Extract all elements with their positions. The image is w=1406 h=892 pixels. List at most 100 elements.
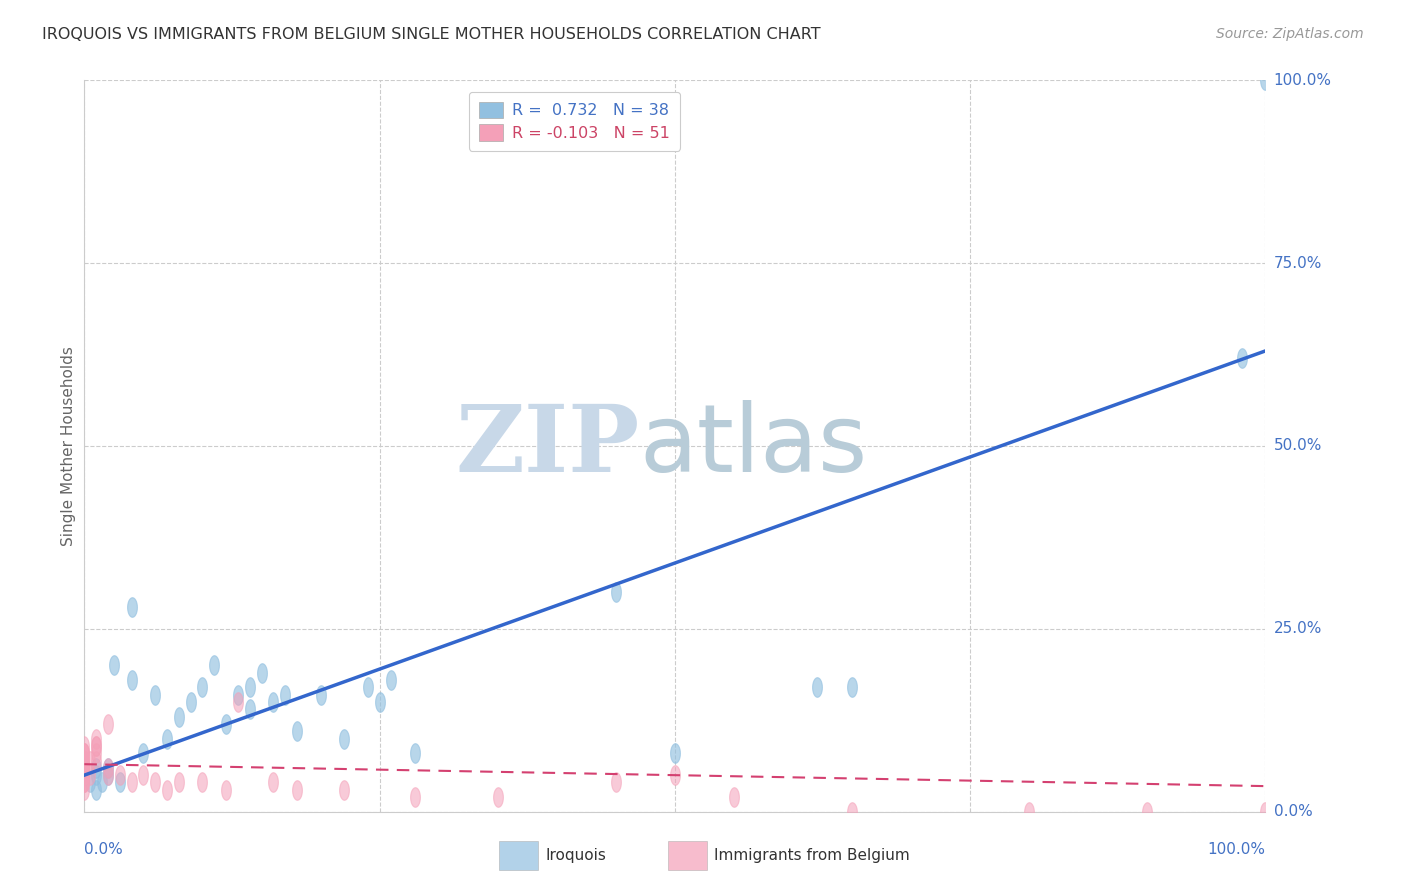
Point: [91, 775, 114, 789]
Point: [121, 775, 143, 789]
Point: [1230, 351, 1253, 366]
Point: [167, 709, 190, 723]
Point: [605, 585, 627, 599]
Point: [73, 761, 96, 775]
Point: [143, 775, 166, 789]
Text: 0.0%: 0.0%: [1274, 805, 1312, 819]
Text: 0.0%: 0.0%: [84, 842, 124, 857]
Point: [274, 688, 297, 702]
Text: IROQUOIS VS IMMIGRANTS FROM BELGIUM SINGLE MOTHER HOUSEHOLDS CORRELATION CHART: IROQUOIS VS IMMIGRANTS FROM BELGIUM SING…: [42, 27, 821, 42]
Point: [841, 681, 863, 695]
Point: [73, 754, 96, 768]
Point: [191, 775, 214, 789]
Point: [97, 768, 120, 782]
Point: [285, 724, 308, 739]
Point: [103, 658, 125, 673]
Point: [132, 746, 155, 760]
Point: [97, 768, 120, 782]
Text: 100.0%: 100.0%: [1208, 842, 1265, 857]
Point: [97, 761, 120, 775]
Y-axis label: Single Mother Households: Single Mother Households: [60, 346, 76, 546]
Point: [664, 768, 686, 782]
Point: [73, 761, 96, 775]
Point: [73, 775, 96, 789]
Point: [262, 775, 284, 789]
Text: 25.0%: 25.0%: [1274, 622, 1322, 636]
Point: [132, 768, 155, 782]
Point: [841, 805, 863, 819]
Point: [806, 681, 828, 695]
Point: [226, 695, 249, 709]
Point: [73, 739, 96, 753]
Text: Immigrants from Belgium: Immigrants from Belgium: [714, 848, 910, 863]
Point: [97, 717, 120, 731]
Point: [73, 754, 96, 768]
Point: [73, 782, 96, 797]
Text: 100.0%: 100.0%: [1274, 73, 1331, 87]
Point: [143, 688, 166, 702]
Point: [664, 746, 686, 760]
Point: [404, 746, 426, 760]
Point: [73, 746, 96, 760]
Point: [73, 768, 96, 782]
Point: [84, 782, 107, 797]
Text: atlas: atlas: [640, 400, 868, 492]
Point: [73, 754, 96, 768]
Point: [333, 731, 356, 746]
Point: [1254, 805, 1277, 819]
Point: [368, 695, 391, 709]
Point: [73, 761, 96, 775]
Point: [73, 768, 96, 782]
Point: [79, 775, 101, 789]
Point: [84, 739, 107, 753]
Point: [262, 695, 284, 709]
Point: [239, 681, 262, 695]
Point: [84, 739, 107, 753]
Point: [226, 688, 249, 702]
Point: [79, 754, 101, 768]
Point: [97, 761, 120, 775]
Text: 50.0%: 50.0%: [1274, 439, 1322, 453]
Point: [73, 746, 96, 760]
Point: [121, 673, 143, 687]
Point: [1018, 805, 1040, 819]
Point: [73, 775, 96, 789]
Point: [79, 768, 101, 782]
Point: [73, 768, 96, 782]
Text: Iroquois: Iroquois: [546, 848, 606, 863]
Point: [121, 599, 143, 614]
Point: [73, 768, 96, 782]
Point: [486, 790, 509, 805]
Point: [723, 790, 745, 805]
Point: [250, 665, 273, 680]
Point: [73, 746, 96, 760]
Point: [156, 731, 179, 746]
Point: [380, 673, 402, 687]
Point: [84, 754, 107, 768]
Point: [73, 775, 96, 789]
Point: [333, 782, 356, 797]
Point: [73, 761, 96, 775]
Point: [84, 761, 107, 775]
Point: [191, 681, 214, 695]
Point: [239, 702, 262, 716]
Point: [357, 681, 380, 695]
Point: [156, 782, 179, 797]
Point: [285, 782, 308, 797]
Point: [84, 731, 107, 746]
Point: [404, 790, 426, 805]
Point: [1254, 73, 1277, 87]
Point: [73, 761, 96, 775]
Text: Source: ZipAtlas.com: Source: ZipAtlas.com: [1216, 27, 1364, 41]
Point: [1136, 805, 1159, 819]
Point: [180, 695, 202, 709]
Point: [309, 688, 332, 702]
Point: [108, 768, 131, 782]
Point: [215, 717, 238, 731]
Legend: R =  0.732   N = 38, R = -0.103   N = 51: R = 0.732 N = 38, R = -0.103 N = 51: [470, 92, 679, 151]
Point: [108, 775, 131, 789]
Point: [605, 775, 627, 789]
Text: 75.0%: 75.0%: [1274, 256, 1322, 270]
Point: [84, 768, 107, 782]
Text: ZIP: ZIP: [456, 401, 640, 491]
